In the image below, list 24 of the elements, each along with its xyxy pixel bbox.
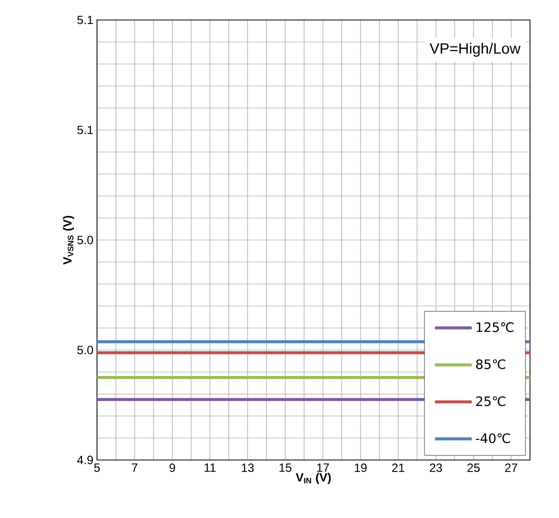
legend-label: 125℃ [476,322,514,332]
x-tick-label: 19 [354,464,367,472]
x-tick-label: 17 [317,464,329,472]
y-tick-label: 5.1 [77,16,93,24]
x-tick-label: 15 [280,464,292,472]
legend-label: -40℃ [476,433,510,444]
x-tick-label: 11 [204,464,216,472]
x-tick-label: 13 [242,464,254,472]
y-tick-label: 5.1 [77,126,93,134]
x-tick-label: 23 [430,464,442,472]
x-tick-label: 5 [94,464,100,472]
x-tick-label: 21 [392,464,404,472]
x-tick-label: 25 [467,464,480,472]
y-tick-label: 5.0 [77,236,94,244]
x-axis-title: V$_{IN}$ (V) [296,472,331,484]
y-axis-title: V$_{VSNS}$ (V) [62,216,74,265]
y-tick-label: 5.0 [77,346,94,354]
x-tick-label: 7 [132,464,138,472]
y-tick-label: 4.9 [77,456,93,464]
annotation: VP=High/Low [430,42,521,57]
x-tick-label: 9 [170,464,176,472]
legend-label: 85℃ [476,359,506,370]
x-tick-label: 27 [505,464,518,472]
legend-label: 25℃ [476,396,506,406]
